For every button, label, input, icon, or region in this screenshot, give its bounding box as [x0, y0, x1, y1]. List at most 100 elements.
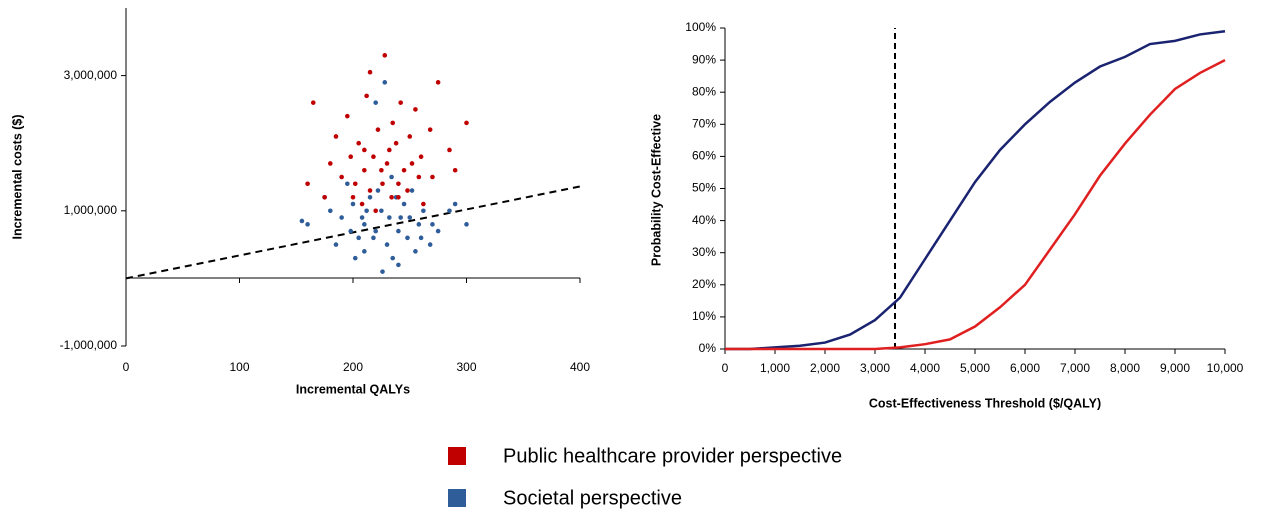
scatter-point	[396, 194, 401, 200]
x-axis-title: Cost-Effectiveness Threshold ($/QALY)	[869, 396, 1101, 410]
scatter-point	[416, 174, 422, 180]
scatter-point	[416, 222, 422, 227]
scatter-point	[435, 228, 441, 234]
scatter-point	[359, 201, 365, 207]
scatter-point	[396, 228, 401, 234]
scatter-point	[367, 69, 373, 75]
y-tick-label: 0%	[699, 341, 717, 355]
scatter-point	[398, 100, 403, 105]
scatter-point	[333, 134, 339, 139]
scatter-point	[447, 147, 452, 153]
scatter-point	[305, 222, 310, 227]
scatter-point	[328, 161, 333, 166]
scatter-point	[447, 208, 452, 214]
x-tick-label: 4,000	[910, 361, 940, 375]
scatter-point	[299, 218, 305, 224]
y-axis-title: Probability Cost-Effective	[649, 114, 663, 266]
scatter-point	[401, 201, 407, 207]
x-tick-label: 300	[456, 360, 476, 374]
legend-label: Public healthcare provider perspective	[503, 445, 842, 467]
x-tick-label: 100	[229, 360, 249, 374]
scatter-point	[375, 127, 381, 132]
scatter-point	[379, 167, 384, 173]
scatter-point	[322, 194, 327, 200]
y-tick-label: 3,000,000	[64, 68, 118, 82]
x-tick-label: 3,000	[860, 361, 890, 375]
x-tick-label: 6,000	[1010, 361, 1040, 375]
scatter-point	[398, 215, 403, 220]
scatter-point	[345, 181, 350, 187]
scatter-point	[350, 201, 356, 207]
scatter-point	[421, 208, 426, 214]
scatter-point	[362, 249, 367, 254]
scatter-point	[345, 113, 350, 119]
legend-swatch	[448, 489, 466, 507]
y-tick-label: 20%	[692, 277, 716, 291]
y-tick-label: 70%	[692, 116, 716, 130]
scatter-point	[367, 194, 373, 200]
line-series	[725, 58, 1226, 351]
scatter-point	[435, 80, 441, 85]
scatter-point	[427, 242, 433, 247]
scatter-point	[380, 181, 385, 187]
scatter-point	[356, 140, 361, 146]
scatter-point	[371, 235, 376, 241]
scatter-point	[305, 181, 310, 187]
y-tick-label: 100%	[685, 20, 716, 34]
scatter-point	[328, 208, 333, 214]
scatter-point	[373, 100, 379, 105]
scatter-point	[396, 181, 401, 187]
legend-swatch	[448, 447, 466, 465]
scatter-point	[427, 127, 433, 132]
scatter-point	[375, 188, 381, 193]
scatter-point	[310, 100, 316, 105]
scatter-point	[452, 201, 458, 207]
scatter-point	[464, 120, 469, 126]
scatter-point	[387, 147, 392, 153]
x-tick-label: 5,000	[960, 361, 990, 375]
scatter-point	[348, 154, 354, 160]
scatter-point	[364, 93, 369, 99]
x-tick-label: 1,000	[760, 361, 790, 375]
scatter-point	[464, 222, 469, 227]
y-tick-label: 10%	[692, 309, 716, 323]
scatter-point	[389, 174, 394, 180]
scatter-point	[409, 161, 415, 166]
scatter-point	[371, 154, 376, 160]
scatter-point	[418, 235, 424, 241]
scatter-point	[413, 107, 418, 112]
x-tick-label: 400	[570, 360, 590, 374]
scatter-point	[452, 167, 458, 173]
reference-line	[125, 185, 581, 280]
scatter-point	[333, 242, 339, 247]
x-tick-label: 200	[343, 360, 363, 374]
scatter-point	[352, 181, 358, 187]
scatter-point	[373, 208, 379, 214]
scatter-point	[407, 215, 413, 220]
x-axis-title: Incremental QALYs	[296, 382, 410, 396]
y-tick-label: 1,000,000	[64, 203, 118, 217]
scatter-point	[380, 269, 385, 274]
line-series	[725, 29, 1226, 351]
scatter-point	[367, 188, 373, 193]
y-tick-label: 30%	[692, 245, 716, 259]
scatter-point	[401, 167, 407, 173]
y-axis-title: Incremental costs ($)	[10, 114, 24, 239]
scatter-point	[413, 249, 418, 254]
y-tick-label: 80%	[692, 84, 716, 98]
y-tick-label: 40%	[692, 213, 716, 227]
scatter-point	[390, 120, 396, 126]
y-tick-label: -1,000,000	[60, 338, 118, 352]
scatter-point	[362, 147, 367, 153]
scatter-point	[382, 80, 388, 85]
scatter-point	[421, 201, 426, 207]
scatter-point	[373, 228, 379, 234]
scatter-point	[362, 167, 367, 173]
scatter-point	[405, 235, 410, 241]
y-tick-label: 50%	[692, 181, 716, 195]
x-tick-label: 0	[722, 361, 729, 375]
scatter-point	[405, 188, 410, 193]
x-tick-label: 9,000	[1160, 361, 1190, 375]
scatter-point	[409, 188, 415, 193]
y-tick-label: 60%	[692, 149, 716, 163]
